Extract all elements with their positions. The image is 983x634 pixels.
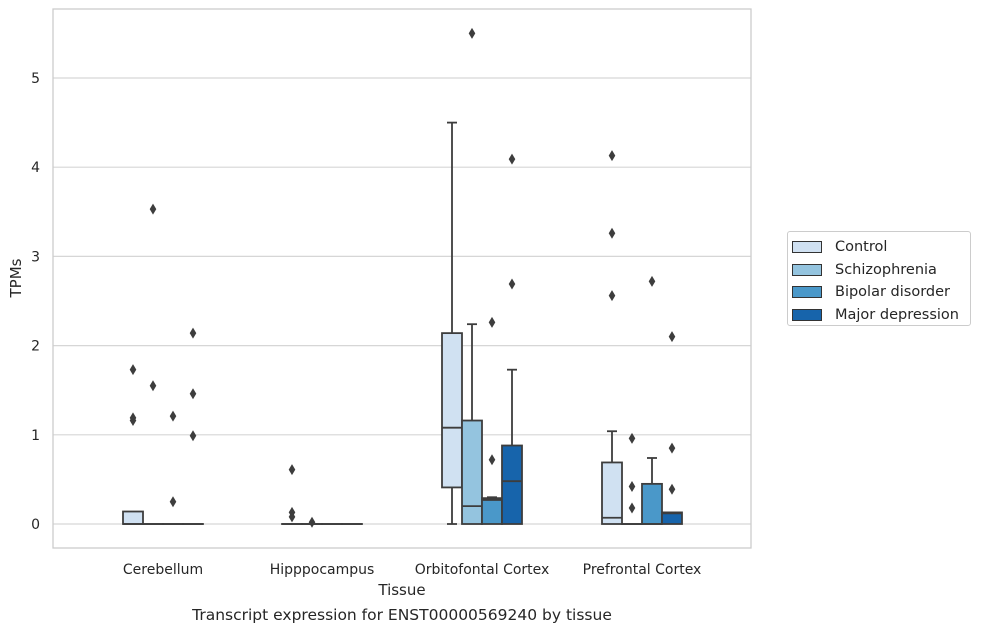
box-group [122, 364, 144, 525]
y-tick-label: 5 [31, 71, 40, 87]
legend-swatch [792, 241, 822, 254]
y-tick-label: 4 [31, 160, 40, 176]
y-tick-label: 2 [31, 339, 40, 355]
box-group [621, 432, 643, 525]
outlier-point [628, 432, 636, 444]
outlier-point [169, 496, 177, 508]
box [501, 444, 523, 525]
box [601, 461, 623, 525]
y-tick-labels: 0 1 2 3 4 5 [31, 71, 40, 533]
legend-item: Schizophrenia [792, 259, 970, 282]
y-tick-label: 0 [31, 517, 40, 533]
outlier-point [508, 153, 516, 165]
legend-swatch [792, 286, 822, 299]
outlier-point [628, 481, 636, 493]
outlier-point [189, 327, 197, 339]
box-group [661, 331, 683, 525]
box-plots [122, 27, 683, 528]
legend-item: Major depression [792, 304, 970, 327]
x-tick-labels: Cerebellum Hipppocampus Orbitofontal Corte… [123, 562, 701, 578]
outlier-point [129, 364, 137, 376]
legend-item: Control [792, 236, 970, 259]
outlier-point [488, 454, 496, 466]
box-group [501, 153, 523, 525]
x-tick-label: Hipppocampus [270, 562, 375, 578]
legend-swatch [792, 263, 822, 276]
outlier-point [189, 430, 197, 442]
x-tick-label: Prefrontal Cortex [583, 562, 702, 578]
box [461, 419, 483, 525]
outlier-point [668, 442, 676, 454]
box-group [481, 316, 503, 525]
legend-swatch [792, 308, 822, 321]
legend: Control Schizophrenia Bipolar disorder Majo… [787, 231, 971, 326]
outlier-point [648, 275, 656, 287]
box-group [162, 410, 184, 525]
outlier-point [288, 511, 296, 523]
y-tick-label: 1 [31, 428, 40, 444]
outlier-point [169, 410, 177, 422]
x-tick-label: Cerebellum [123, 562, 203, 578]
outlier-point [508, 278, 516, 290]
outlier-point [149, 203, 157, 215]
gridlines [53, 77, 751, 525]
box [441, 332, 463, 489]
box [481, 497, 503, 525]
x-tick-label: Orbitofontal Cortex [415, 562, 550, 578]
legend-label: Bipolar disorder [835, 284, 950, 301]
y-tick-label: 3 [31, 249, 40, 265]
outlier-point [608, 227, 616, 239]
y-axis-label: TPMs [7, 258, 25, 298]
box [122, 510, 144, 525]
box-group [142, 203, 164, 525]
box-group [281, 464, 303, 525]
legend-label: Schizophrenia [835, 261, 937, 278]
chart-caption: Transcript expression for ENST0000056924… [192, 606, 612, 624]
outlier-point [488, 316, 496, 328]
box-group [301, 516, 323, 528]
plot-frame [52, 8, 752, 549]
box [641, 482, 663, 525]
outlier-point [149, 380, 157, 392]
outlier-point [628, 502, 636, 514]
outlier-point [129, 415, 137, 427]
legend-label: Control [835, 239, 888, 256]
outlier-point [468, 27, 476, 39]
outlier-point [608, 290, 616, 302]
legend-label: Major depression [835, 306, 959, 323]
outlier-point [189, 388, 197, 400]
box-group [601, 150, 623, 525]
legend-item: Bipolar disorder [792, 281, 970, 304]
outlier-point [668, 331, 676, 343]
outlier-point [668, 483, 676, 495]
outlier-point [288, 464, 296, 476]
outlier-point [608, 150, 616, 162]
box-group [182, 327, 204, 525]
x-axis-label: Tissue [377, 581, 425, 599]
box-group [461, 27, 483, 525]
outlier-point [308, 516, 316, 528]
box-group [441, 121, 463, 525]
box-group [641, 275, 663, 525]
